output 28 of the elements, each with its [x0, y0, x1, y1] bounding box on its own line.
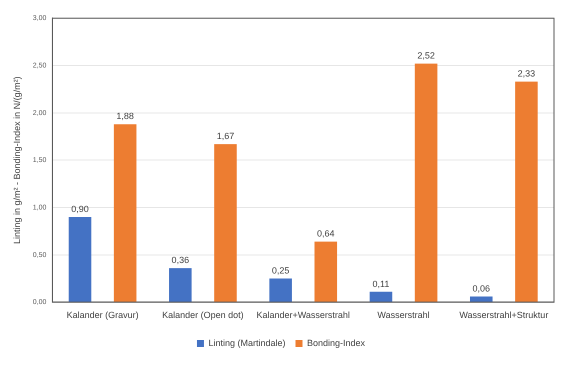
data-label: 0,64	[317, 228, 335, 239]
bar	[414, 64, 438, 302]
data-label: 1,88	[116, 111, 134, 122]
x-tick-label: Wasserstrahl+Struktur	[459, 310, 548, 320]
bar	[214, 144, 237, 302]
bar	[515, 82, 538, 302]
data-label: 2,33	[518, 68, 536, 79]
data-label: 0,11	[372, 278, 390, 289]
y-axis-title: Linting in g/m² - Bonding-Index in N/(g/m²)	[12, 76, 22, 244]
bar	[470, 296, 493, 302]
data-label: 0,36	[172, 255, 190, 266]
data-label: 0,25	[272, 266, 290, 276]
data-label: 2,52	[417, 50, 435, 61]
legend-label: Linting (Martindale)	[208, 338, 286, 348]
data-label: 0,06	[472, 284, 490, 294]
x-tick-label: Wasserstrahl	[377, 310, 430, 320]
x-tick-label: Kalander (Gravur)	[66, 310, 139, 320]
bar	[314, 242, 338, 302]
bar	[114, 124, 136, 302]
bar	[370, 292, 392, 302]
bar	[68, 217, 92, 302]
data-label: 1,67	[216, 131, 234, 142]
x-tick-label: Kalander+Wasserstrahl	[256, 310, 350, 320]
legend-label: Bonding-Index	[306, 338, 366, 348]
x-tick-label: Kalander (Open dot)	[162, 310, 244, 320]
data-label: 0,90	[71, 204, 89, 214]
bar	[169, 268, 192, 302]
bar	[269, 278, 292, 302]
